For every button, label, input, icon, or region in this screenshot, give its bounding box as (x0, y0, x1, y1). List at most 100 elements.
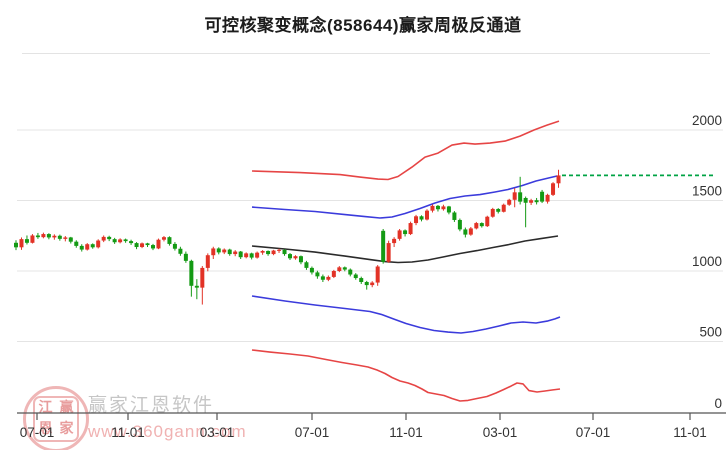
x-axis-tick-label: 11-01 (111, 425, 145, 440)
candlestick (178, 248, 183, 254)
candlestick (140, 243, 145, 248)
candlestick (260, 250, 265, 253)
candlestick (507, 199, 512, 205)
candlestick (534, 200, 539, 203)
candlestick (386, 243, 391, 262)
channel-line-lower-inner-blue (251, 295, 561, 334)
candlestick (74, 241, 79, 246)
candlestick (518, 192, 523, 202)
seal-char: 恩 (38, 421, 53, 437)
candlestick (30, 235, 35, 243)
candlestick (96, 240, 101, 248)
y-axis-tick-label: 2000 (692, 113, 722, 128)
y-axis-tick-label: 0 (714, 396, 722, 411)
candlestick (375, 266, 380, 283)
candlestick (57, 235, 62, 239)
x-axis-tick-label: 07-01 (20, 425, 55, 440)
candlestick (490, 208, 495, 217)
candlestick (63, 237, 68, 239)
candlestick (441, 206, 446, 210)
x-axis-tick-label: 11-01 (673, 425, 707, 440)
candlestick (194, 285, 199, 288)
candlestick (309, 267, 314, 273)
candlestick (326, 276, 331, 280)
candlestick (85, 244, 90, 250)
candlestick (381, 230, 386, 262)
watermark-url-text: www.360gann.com (88, 422, 247, 441)
candlestick (315, 272, 320, 277)
candlestick (68, 237, 73, 242)
seal-char: 江 (38, 400, 53, 416)
candlestick (288, 254, 292, 259)
title-separator (22, 53, 710, 54)
candlestick (452, 212, 457, 220)
candlestick (118, 239, 123, 243)
candlestick (364, 281, 369, 286)
candlestick (161, 237, 166, 240)
x-axis-tick-label: 07-01 (295, 425, 330, 440)
candlestick (435, 205, 440, 210)
candlestick (397, 230, 402, 239)
candlestick (172, 243, 177, 249)
candlestick (457, 219, 462, 230)
candlestick (156, 239, 161, 249)
candlestick (540, 191, 545, 202)
candlestick (14, 242, 18, 248)
candlestick (227, 249, 232, 255)
candlestick (523, 197, 528, 203)
candlestick (222, 249, 227, 253)
candlestick (419, 216, 424, 220)
candlestick (529, 200, 534, 203)
x-axis-tick-label: 07-01 (576, 425, 611, 440)
candlestick (167, 237, 172, 244)
candlestick (129, 241, 134, 244)
candlestick (134, 243, 139, 248)
seal-char: 家 (59, 421, 74, 437)
candlestick (304, 262, 309, 268)
brand-seal-icon: 江 赢 恩 家 (23, 386, 89, 450)
candlestick (112, 239, 117, 243)
candlestick (216, 248, 221, 253)
candlestick (403, 230, 408, 235)
candlestick (282, 249, 287, 255)
candlestick (474, 223, 479, 229)
candlestick (408, 223, 413, 235)
channel-line-lower-outer-red (251, 349, 561, 402)
candlestick (293, 256, 298, 259)
candlestick (183, 253, 188, 261)
candlestick (337, 267, 342, 271)
candlestick (485, 216, 490, 227)
candlestick (211, 248, 216, 256)
candlestick (359, 278, 364, 282)
candlestick (35, 235, 40, 238)
candlestick (468, 228, 473, 235)
candlestick (331, 271, 336, 277)
candlestick (90, 244, 95, 248)
candlestick (79, 245, 84, 250)
candlestick (501, 204, 506, 212)
candlestick (348, 269, 353, 275)
candlestick (249, 253, 254, 258)
brand-seal-characters: 江 赢 恩 家 (33, 396, 79, 442)
candlestick (479, 223, 484, 227)
y-axis-tick-label: 500 (699, 325, 722, 340)
candlestick (101, 236, 106, 241)
candlestick (41, 234, 46, 238)
candlestick (512, 192, 517, 200)
candlestick (370, 282, 375, 286)
seal-char: 赢 (59, 400, 74, 416)
candlestick (255, 252, 260, 258)
candlestick (233, 251, 238, 255)
watermark-brand-text: 赢家江恩软件 (88, 395, 215, 416)
candlestick (24, 239, 29, 243)
candlestick (392, 238, 397, 244)
chart-title: 可控核聚变概念(858644)赢家周极反通道 (204, 16, 522, 35)
candlestick (277, 249, 282, 251)
candlestick (123, 239, 128, 242)
candlestick (145, 243, 150, 246)
channel-line-upper-inner-blue (251, 175, 558, 219)
candlestick (430, 205, 435, 211)
candlestick (200, 267, 205, 288)
